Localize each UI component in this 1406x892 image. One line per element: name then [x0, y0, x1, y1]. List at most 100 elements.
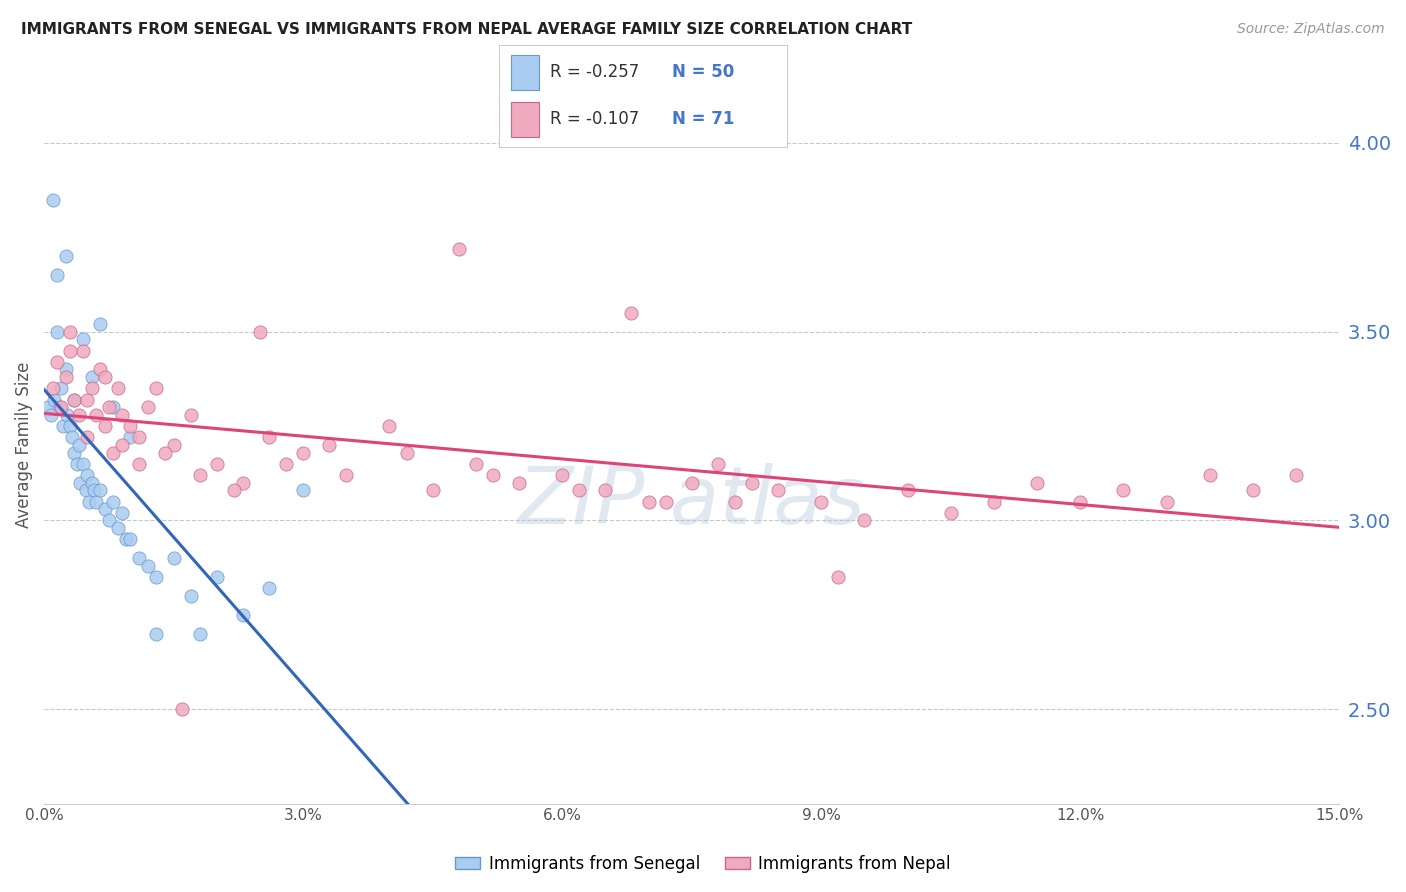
- Point: [145, 381, 167, 395]
- Point: [180, 408, 202, 422]
- Point: [620, 306, 643, 320]
- Point: [69, 475, 91, 490]
- Point: [136, 558, 159, 573]
- Bar: [510, 102, 540, 137]
- Legend: Immigrants from Senegal, Immigrants from Nepal: Immigrants from Senegal, Immigrants from…: [449, 848, 957, 880]
- Point: [67, 408, 90, 422]
- Point: [422, 483, 444, 498]
- Point: [568, 483, 591, 498]
- Point: [128, 457, 150, 471]
- Point: [51, 381, 73, 395]
- Point: [1069, 494, 1091, 508]
- Point: [55, 362, 77, 376]
- Point: [318, 438, 340, 452]
- Point: [93, 370, 115, 384]
- Point: [59, 325, 82, 339]
- Point: [80, 370, 103, 384]
- Point: [97, 514, 120, 528]
- Point: [335, 468, 357, 483]
- Point: [37, 401, 59, 415]
- Point: [103, 445, 125, 459]
- Point: [59, 419, 82, 434]
- Point: [595, 483, 617, 498]
- Point: [63, 445, 86, 459]
- Point: [162, 551, 184, 566]
- Point: [103, 401, 125, 415]
- Point: [83, 483, 105, 498]
- Point: [77, 494, 100, 508]
- Point: [447, 242, 470, 256]
- Point: [42, 381, 65, 395]
- Point: [482, 468, 505, 483]
- Point: [55, 370, 77, 384]
- Point: [60, 430, 83, 444]
- Point: [274, 457, 297, 471]
- Point: [145, 626, 167, 640]
- Point: [103, 494, 125, 508]
- Point: [257, 430, 280, 444]
- Point: [551, 468, 574, 483]
- Point: [66, 457, 89, 471]
- Point: [205, 570, 228, 584]
- Point: [107, 381, 129, 395]
- Point: [111, 408, 134, 422]
- Point: [153, 445, 176, 459]
- Point: [249, 325, 271, 339]
- Point: [93, 502, 115, 516]
- Point: [111, 506, 134, 520]
- Text: R = -0.107: R = -0.107: [550, 111, 638, 128]
- Point: [162, 438, 184, 452]
- Point: [939, 506, 962, 520]
- Point: [205, 457, 228, 471]
- Point: [827, 570, 849, 584]
- Point: [80, 475, 103, 490]
- Point: [724, 494, 747, 508]
- Point: [72, 457, 94, 471]
- Point: [464, 457, 486, 471]
- Point: [232, 607, 254, 622]
- Point: [93, 419, 115, 434]
- Point: [741, 475, 763, 490]
- Point: [1156, 494, 1178, 508]
- Point: [115, 533, 138, 547]
- Point: [145, 570, 167, 584]
- Bar: [510, 55, 540, 90]
- Point: [89, 362, 111, 376]
- Point: [257, 582, 280, 596]
- Point: [46, 325, 69, 339]
- Point: [72, 332, 94, 346]
- Point: [128, 551, 150, 566]
- Point: [63, 392, 86, 407]
- Point: [1112, 483, 1135, 498]
- Point: [853, 514, 876, 528]
- Point: [896, 483, 918, 498]
- Point: [46, 355, 69, 369]
- Point: [52, 419, 75, 434]
- Point: [44, 392, 66, 407]
- Point: [128, 430, 150, 444]
- Point: [76, 430, 98, 444]
- Point: [42, 193, 65, 207]
- Point: [1285, 468, 1308, 483]
- Point: [172, 702, 194, 716]
- Point: [75, 483, 97, 498]
- Point: [983, 494, 1005, 508]
- Point: [51, 401, 73, 415]
- Point: [72, 343, 94, 358]
- Point: [292, 483, 315, 498]
- Point: [188, 468, 211, 483]
- Point: [59, 343, 82, 358]
- Point: [84, 494, 107, 508]
- Point: [80, 381, 103, 395]
- Text: N = 71: N = 71: [672, 111, 734, 128]
- Point: [89, 483, 111, 498]
- Point: [395, 445, 418, 459]
- Point: [222, 483, 245, 498]
- Point: [63, 392, 86, 407]
- Point: [706, 457, 728, 471]
- Text: IMMIGRANTS FROM SENEGAL VS IMMIGRANTS FROM NEPAL AVERAGE FAMILY SIZE CORRELATION: IMMIGRANTS FROM SENEGAL VS IMMIGRANTS FR…: [21, 22, 912, 37]
- Point: [56, 408, 79, 422]
- Point: [76, 468, 98, 483]
- Point: [1198, 468, 1220, 483]
- Point: [107, 521, 129, 535]
